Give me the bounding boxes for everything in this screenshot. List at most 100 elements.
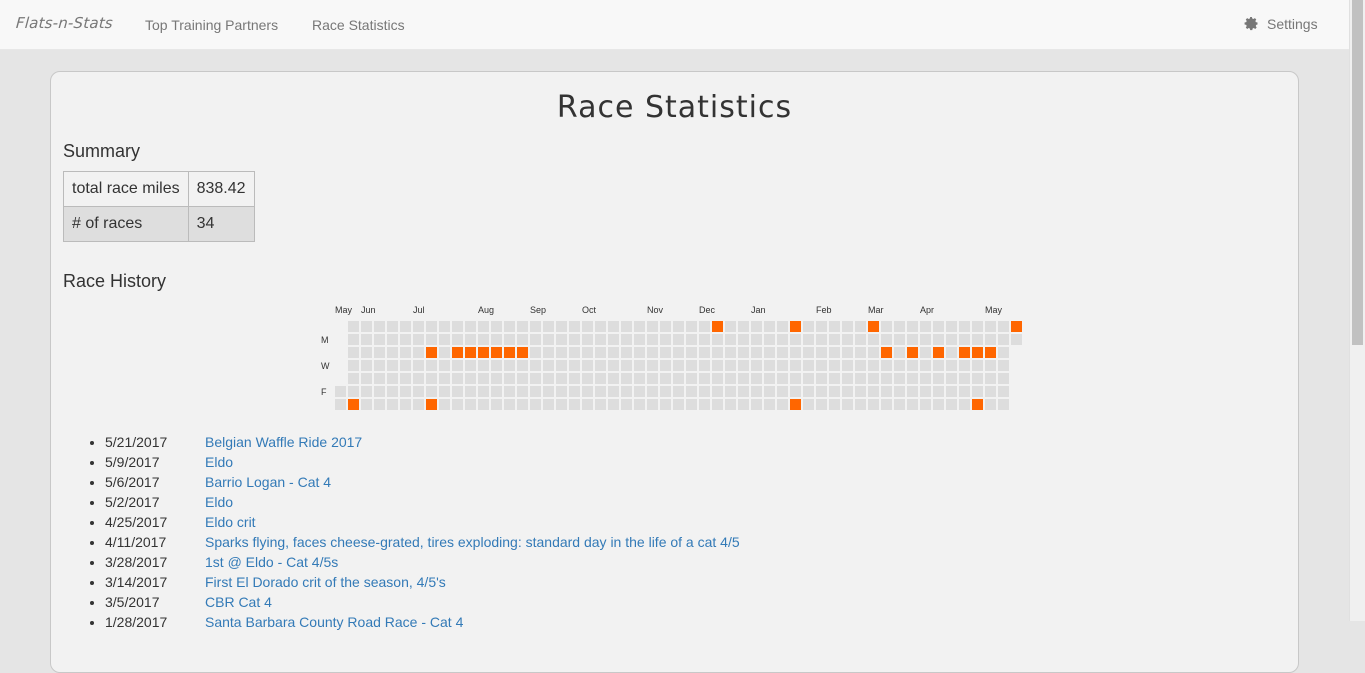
heatmap-day [387, 386, 398, 397]
heatmap-day-label: F [321, 387, 327, 397]
heatmap-day [881, 360, 892, 371]
heatmap-day [959, 373, 970, 384]
settings-button[interactable]: Settings [1244, 16, 1318, 32]
heatmap-day [972, 386, 983, 397]
heatmap-day [530, 399, 541, 410]
heatmap-day [790, 347, 801, 358]
heatmap-day [751, 334, 762, 345]
heatmap-race-day[interactable] [959, 347, 970, 358]
heatmap-day [595, 360, 606, 371]
heatmap-day [374, 360, 385, 371]
heatmap-race-day[interactable] [972, 399, 983, 410]
heatmap-day [738, 347, 749, 358]
heatmap-race-day[interactable] [348, 399, 359, 410]
heatmap-day [660, 399, 671, 410]
heatmap-day [556, 321, 567, 332]
heatmap-race-day[interactable] [790, 321, 801, 332]
heatmap-day [907, 386, 918, 397]
heatmap-race-day[interactable] [881, 347, 892, 358]
heatmap-day [569, 386, 580, 397]
heatmap-day [647, 360, 658, 371]
heatmap-day [543, 321, 554, 332]
nav-link-race-statistics[interactable]: Race Statistics [312, 17, 405, 33]
heatmap-day [660, 386, 671, 397]
heatmap-day [673, 399, 684, 410]
heatmap-day [881, 321, 892, 332]
heatmap-day [543, 347, 554, 358]
heatmap-day [777, 347, 788, 358]
heatmap-race-day[interactable] [790, 399, 801, 410]
heatmap-race-day[interactable] [491, 347, 502, 358]
heatmap-day [413, 321, 424, 332]
heatmap-race-day[interactable] [478, 347, 489, 358]
heatmap-month-label: Feb [816, 305, 832, 315]
heatmap-race-day[interactable] [465, 347, 476, 358]
race-link[interactable]: Santa Barbara County Road Race - Cat 4 [205, 614, 464, 630]
heatmap-day [504, 399, 515, 410]
heatmap-day [686, 373, 697, 384]
heatmap-day [439, 347, 450, 358]
heatmap-day [985, 373, 996, 384]
heatmap-day [348, 360, 359, 371]
summary-row-miles: total race miles 838.42 [63, 171, 255, 207]
race-link[interactable]: Sparks flying, faces cheese-grated, tire… [205, 534, 740, 550]
heatmap-day [855, 399, 866, 410]
heatmap-day [842, 399, 853, 410]
heatmap-day [881, 334, 892, 345]
race-link[interactable]: Barrio Logan - Cat 4 [205, 474, 332, 490]
race-link[interactable]: CBR Cat 4 [205, 594, 272, 610]
race-link[interactable]: 1st @ Eldo - Cat 4/5s [205, 554, 339, 570]
nav-link-top-training-partners[interactable]: Top Training Partners [145, 17, 279, 33]
heatmap-day [868, 386, 879, 397]
heatmap-day [920, 321, 931, 332]
heatmap-day [530, 386, 541, 397]
heatmap-day [348, 334, 359, 345]
heatmap-race-day[interactable] [933, 347, 944, 358]
heatmap-day [595, 373, 606, 384]
heatmap-day [764, 399, 775, 410]
heatmap-day [517, 373, 528, 384]
scrollbar-thumb[interactable] [1352, 0, 1363, 345]
heatmap-race-day[interactable] [426, 347, 437, 358]
heatmap-race-day[interactable] [712, 321, 723, 332]
brand-logo[interactable]: Flats-n-Stats [15, 14, 114, 32]
race-link[interactable]: Eldo [205, 454, 234, 470]
heatmap-day [465, 386, 476, 397]
race-link[interactable]: Eldo [205, 494, 234, 510]
heatmap-day [582, 347, 593, 358]
heatmap-day [413, 360, 424, 371]
heatmap-day [634, 321, 645, 332]
heatmap-day [868, 399, 879, 410]
heatmap-day [686, 360, 697, 371]
race-link[interactable]: Belgian Waffle Ride 2017 [205, 434, 363, 450]
settings-label: Settings [1267, 16, 1318, 32]
heatmap-day [465, 399, 476, 410]
heatmap-day [998, 321, 1009, 332]
heatmap-day [959, 399, 970, 410]
heatmap-race-day[interactable] [972, 347, 983, 358]
heatmap-race-day[interactable] [426, 399, 437, 410]
heatmap-day [374, 399, 385, 410]
race-link[interactable]: Eldo crit [205, 514, 256, 530]
race-list: 5/21/2017 Belgian Waffle Ride 2017 5/9/201… [87, 432, 740, 632]
heatmap-day [374, 334, 385, 345]
heatmap-race-day[interactable] [985, 347, 996, 358]
heatmap-day [790, 334, 801, 345]
heatmap-day [387, 347, 398, 358]
heatmap-day [439, 386, 450, 397]
heatmap-race-day[interactable] [907, 347, 918, 358]
heatmap-day [985, 360, 996, 371]
heatmap-day [777, 334, 788, 345]
heatmap-day [933, 373, 944, 384]
heatmap-day [842, 321, 853, 332]
heatmap-race-day[interactable] [517, 347, 528, 358]
heatmap-day [998, 347, 1009, 358]
race-link[interactable]: First El Dorado crit of the season, 4/5'… [205, 574, 446, 590]
heatmap-race-day[interactable] [868, 321, 879, 332]
heatmap-day [374, 347, 385, 358]
heatmap-day [816, 347, 827, 358]
page-scrollbar[interactable] [1349, 0, 1365, 621]
heatmap-race-day[interactable] [452, 347, 463, 358]
heatmap-race-day[interactable] [1011, 321, 1022, 332]
heatmap-race-day[interactable] [504, 347, 515, 358]
